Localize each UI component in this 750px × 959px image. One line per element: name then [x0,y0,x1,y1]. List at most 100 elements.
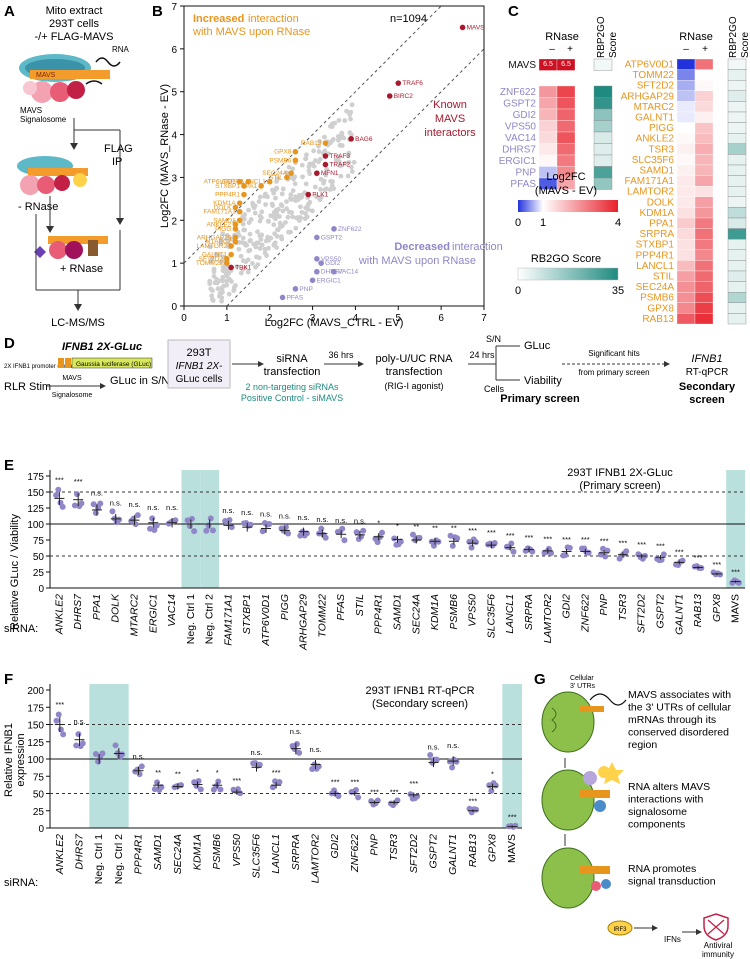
c-right-gene-label: ANKLE2 [636,134,675,145]
dot-replicate [453,758,460,765]
g-text-line: interactions with [628,794,703,806]
panel-f-ylabel-1: Relative IFNB1 [3,723,15,797]
dot-x-label: PNP [598,594,610,616]
b-point-background [310,161,315,167]
c-right-cell-minus [676,122,696,134]
b-point-label: PFAS [287,294,304,301]
c-right-cell-minus [676,270,696,282]
plus-rnase-label: + RNase [60,263,103,275]
b-point-background [285,214,291,220]
dot-replicate [548,550,555,557]
dot-ytick-label: 125 [27,738,44,749]
c-right-cell-rb2go [727,281,747,293]
dot-ytick-label: 150 [27,721,44,732]
g-text-line: RNA promotes [628,863,696,875]
g-text-line: MAVS associates with [628,689,731,701]
dot-replicate [585,549,592,556]
b-point-background [255,229,260,235]
c-left-cell-plus [556,108,576,121]
b-point-bag6 [348,136,354,142]
panel-b-increased-2: interaction [248,13,299,25]
b-point-background [247,238,253,244]
b-point-background [213,251,219,257]
dot-replicate [397,538,404,545]
panel-label-g: G [534,671,546,688]
dot-ytick-label: 25 [33,807,45,818]
dot-x-label: TSR3 [388,834,400,861]
dot-sig: *** [409,779,418,788]
b-point-background [309,208,315,214]
b-point-label: RAB13 [301,140,322,147]
b-point-background [236,239,242,245]
dot-sig: *** [508,813,517,822]
b-ytick-label: 6 [171,45,177,56]
b-xtick-label: 5 [396,313,402,324]
dot-sig: *** [694,553,703,562]
b-point-background [290,188,296,194]
dot-sig: n.s. [316,515,328,524]
c-right-gene-label: LAMTOR2 [627,187,674,198]
c-right-cell-rb2go [727,175,747,187]
b-point-label: MFN1 [321,170,339,177]
b-point-vac14 [331,268,337,275]
panel-a-schematic: Mito extract 293T cells -/+ FLAG-MAVS MA… [17,5,133,329]
panel-a-title-2: 293T cells [49,18,99,30]
b-point-background [280,208,286,214]
g-text-line: signalosome [628,806,687,818]
c-right-cell-plus [694,143,714,155]
b-point-background [224,282,230,288]
b-point-background [342,118,348,123]
dot-x-label: Neg. Ctrl 2 [204,594,216,644]
b-point-background [306,164,312,170]
c-right-cell-plus [694,80,714,91]
b-point-background [312,184,318,190]
b-point-background [291,176,296,182]
dot-x-label: PSMB6 [448,594,460,630]
b-point-label: PNP [299,286,312,293]
b-point-background [240,214,246,220]
legend-rb2go-title: RB2GO Score [531,253,601,265]
b-point-background [207,281,213,287]
b-point-background [329,124,335,130]
c-right-cell-rb2go [727,69,747,81]
ifns-label: IFNs [664,935,681,944]
b-point-label: SAMD1 [213,217,236,224]
b-ytick-label: 7 [171,2,177,13]
b-point-background [324,166,330,172]
b-point-background [274,245,279,250]
b-point-ppa1 [258,183,264,189]
g-text-line: the 3' UTRs of cellular [628,702,731,714]
dot-replicate [285,530,292,537]
b-point-gdi2 [318,260,324,266]
c-right-cell-minus [676,69,696,81]
c-right-gene-label: PIGG [649,123,674,134]
dot-x-label: SEC24A [172,834,184,874]
b-point-background [344,108,349,114]
membrane-top: MAVS RNA MAVS Signalosome [19,45,130,124]
b-ytick-label: 4 [171,131,177,142]
b-point-background [238,253,244,259]
dot-replicate [60,731,67,738]
b-point-mfn1 [314,170,320,176]
panel-b-known-3: interactors [424,127,476,139]
dot-sig: ** [155,768,161,777]
b-point-background [255,240,261,246]
panel-c-left-heatmap: MAVS ZNF622GSPT2GDI2VPS50VAC14DHRS7ERGIC1… [499,58,613,190]
dot-replicate [293,741,300,748]
dot-replicate [660,551,667,558]
dot-x-label: LAMTOR2 [542,594,554,644]
mitochondrion-1 [541,691,627,753]
dot-replicate [195,778,202,785]
b-point-label: PIGG [215,226,231,233]
beads-minus-rnase: - RNase [17,156,88,213]
b-point-znf622 [331,226,337,232]
c-right-cell-plus [694,302,714,314]
b-point-background [273,195,278,201]
dot-x-label: PFAS [335,594,347,621]
panel-b-decreased-2: interaction [452,241,503,253]
c-right-cell-plus [694,90,714,102]
c-right-gene-label: MTARC2 [634,102,675,113]
dot-ytick-label: 0 [38,824,44,835]
